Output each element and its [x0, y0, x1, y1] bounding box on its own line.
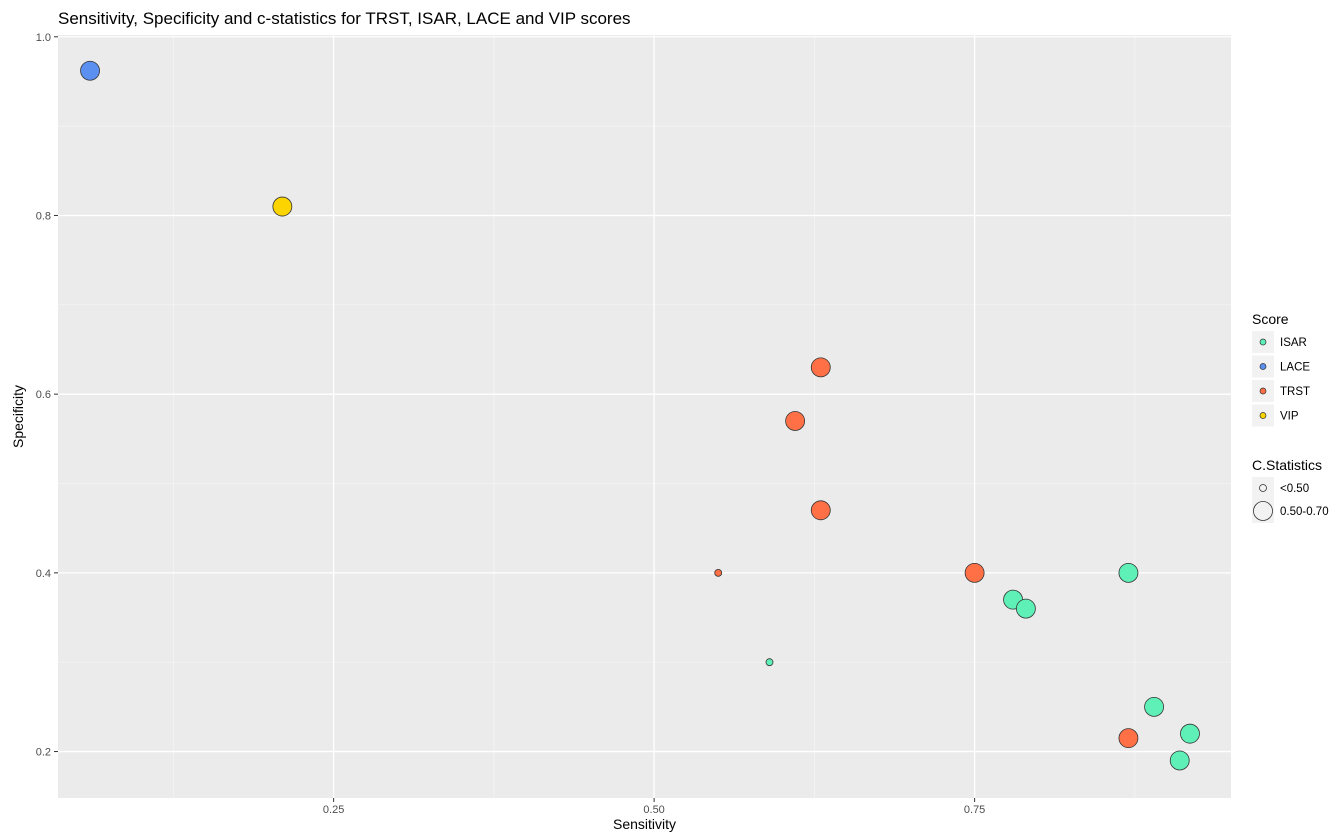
point-trst	[1118, 728, 1139, 749]
legend-score-title: Score	[1252, 311, 1289, 327]
legend-size-label: 0.50-0.70	[1280, 506, 1329, 518]
legend-label-lace: LACE	[1280, 362, 1310, 374]
legend-size-label: <0.50	[1280, 483, 1309, 495]
legend-key-lace	[1259, 363, 1267, 370]
y-axis: 0.2 0.4 0.6 0.8 1.0	[36, 32, 58, 759]
legend-cstat-title: C.Statistics	[1252, 457, 1322, 473]
point-trst	[810, 357, 831, 378]
legend-size-key	[1253, 501, 1273, 521]
point-isar	[1144, 696, 1164, 717]
legend-key-isar	[1259, 338, 1267, 346]
point-trst	[785, 411, 806, 431]
point-vip	[272, 196, 293, 217]
chart-title: Sensitivity, Specificity and c-statistic…	[58, 9, 631, 28]
point-trst	[714, 568, 723, 577]
grid-minor	[58, 35, 1231, 798]
legend-label-vip: VIP	[1280, 411, 1299, 423]
plot-panel	[58, 35, 1231, 798]
point-isar	[1015, 598, 1036, 619]
grid-major	[58, 35, 1231, 798]
legend-key-trst	[1259, 387, 1267, 395]
data-points	[80, 60, 1200, 771]
y-axis-title: Specificity	[10, 385, 26, 448]
x-axis-title: Sensitivity	[613, 816, 676, 832]
y-tick-label: 0.8	[36, 210, 51, 222]
legend-key-vip	[1259, 412, 1267, 419]
legend-label-isar: ISAR	[1280, 337, 1307, 349]
y-tick-label: 0.6	[36, 389, 51, 401]
y-tick-label: 0.2	[36, 747, 51, 759]
y-tick-label: 0.4	[36, 568, 51, 580]
x-axis: 0.25 0.50 0.75	[323, 798, 985, 816]
legend: Score ISAR LACE TRST VIP C.Statistics <0.50 0.5…	[1252, 311, 1329, 523]
point-trst	[964, 562, 985, 583]
point-isar	[1118, 562, 1139, 583]
point-trst	[810, 500, 831, 521]
x-tick-label: 0.25	[323, 804, 344, 816]
point-isar	[1180, 723, 1200, 744]
x-tick-label: 0.75	[964, 804, 985, 816]
x-tick-label: 0.50	[643, 804, 664, 816]
point-isar	[1169, 750, 1190, 771]
y-tick-label: 1.0	[36, 32, 51, 44]
legend-label-trst: TRST	[1280, 386, 1310, 398]
legend-size-key	[1259, 484, 1267, 492]
point-isar	[765, 658, 774, 667]
point-lace	[80, 60, 100, 81]
